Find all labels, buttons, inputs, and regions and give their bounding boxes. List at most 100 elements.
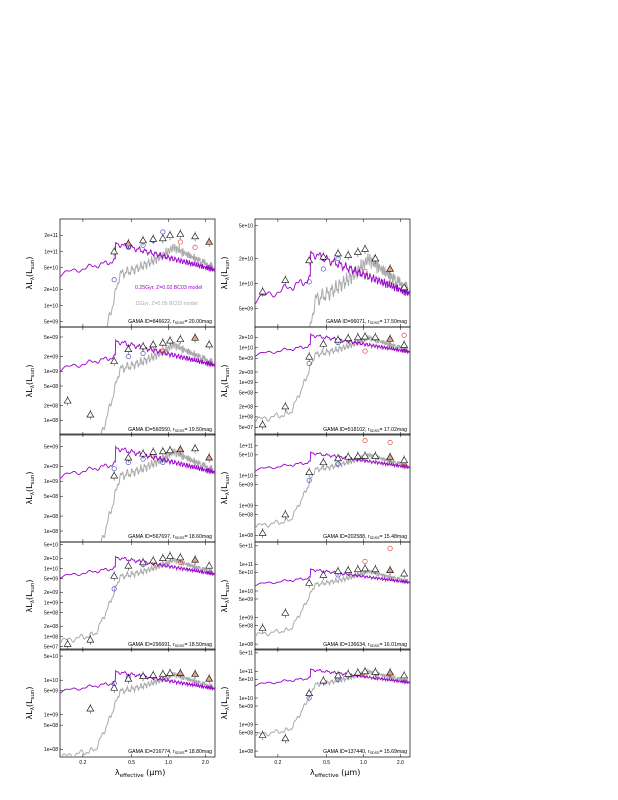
y-tick-label: 5e+10 <box>239 570 253 576</box>
model-photometry-triangle <box>158 554 167 561</box>
y-tick-label: 1e+09 <box>44 369 58 375</box>
y-tick-label: 1e+10 <box>239 696 253 702</box>
model-photometry-triangle <box>124 345 133 353</box>
y-tick-label: 5e+09 <box>44 320 58 326</box>
y-tick-label: 1e+09 <box>239 380 253 386</box>
legend-entry: 0.25Gyr, Z=0.02 BC03 model <box>135 285 202 291</box>
model-photometry-triangle <box>63 396 72 404</box>
model-photometry-triangle <box>305 256 314 264</box>
model-photometry-triangle <box>139 342 147 350</box>
model-photometry-triangle <box>110 357 119 364</box>
y-axis-label: λLλ(Lsun) <box>220 256 231 289</box>
y-tick-label: 5e+09 <box>239 597 253 603</box>
red-photometry-point <box>387 545 393 551</box>
blue-photometry-point <box>111 586 117 592</box>
model-photometry-triangle <box>124 453 133 461</box>
model-photometry-triangle <box>386 334 395 342</box>
y-tick-label: 5e+10 <box>44 542 58 548</box>
x-tick-label: 2.0 <box>202 760 209 766</box>
panel-frame <box>59 541 216 651</box>
y-axis-label: λLλ(Lsun) <box>220 471 231 504</box>
panel-frame <box>254 541 411 651</box>
old-model-spectrum <box>60 557 215 645</box>
y-tick-label: 5e+07 <box>239 425 253 431</box>
panel-frame <box>254 648 411 758</box>
young-model-spectrum <box>255 450 410 472</box>
sed-panel-right-2: 2e+10 1e+10 5e+09 2e+09 1e+09 5e+08 2e+08 1e+08… <box>220 326 411 436</box>
model-photometry-triangle <box>139 672 147 679</box>
red-photometry-point <box>160 348 166 354</box>
model-photometry-triangle <box>205 453 214 461</box>
sed-panel-left-1: 2e+11 1e+11 5e+10 2e+10 1e+10 5e+09 λLλ(Lsun) G… <box>25 218 216 328</box>
model-photometry-triangle <box>400 569 409 577</box>
model-photometry-triangle <box>371 668 380 675</box>
y-tick-label: 1e+10 <box>239 474 253 480</box>
y-tick-label: 5e+09 <box>44 688 58 694</box>
y-tick-label: 1e+08 <box>239 533 253 539</box>
y-tick-label: 5e+09 <box>44 335 58 341</box>
x-tick-label: 0.5 <box>128 760 135 766</box>
model-photometry-triangle <box>353 452 362 459</box>
model-photometry-triangle <box>191 555 200 563</box>
model-photometry-triangle <box>205 238 214 245</box>
y-tick-label: 5e+10 <box>239 453 253 459</box>
model-photometry-triangle <box>400 456 409 463</box>
blue-photometry-point <box>306 477 312 483</box>
old-model-spectrum <box>60 671 215 757</box>
young-model-spectrum <box>60 445 215 479</box>
sed-panel-right-3: 1e+11 5e+10 1e+10 5e+09 1e+09 5e+08 1e+08 λLλ(L… <box>220 433 411 543</box>
model-photometry-triangle <box>344 452 353 460</box>
y-tick-label: 5e+09 <box>239 482 253 488</box>
model-photometry-triangle <box>110 247 119 255</box>
sed-panel-right-5: 5e+11 1e+11 5e+10 1e+10 5e+09 1e+09 5e+08 1e+08… <box>220 648 411 766</box>
model-photometry-triangle <box>124 561 133 569</box>
model-photometry-triangle <box>258 624 267 631</box>
model-photometry-triangle <box>334 335 342 343</box>
gama-id-annotation: GAMA ID=96071, rSDSS= 17.50mag <box>326 319 407 325</box>
model-photometry-triangle <box>319 339 328 347</box>
model-photometry-triangle <box>361 332 369 340</box>
model-photometry-triangle <box>305 689 314 697</box>
model-photometry-triangle <box>305 352 314 360</box>
y-tick-label: 5e+08 <box>239 730 253 736</box>
model-photometry-triangle <box>258 420 267 428</box>
y-tick-label: 5e+08 <box>44 384 58 390</box>
y-tick-label: 1e+08 <box>239 642 253 648</box>
model-photometry-triangle <box>166 336 174 344</box>
y-axis-label: λLλ(Lsun) <box>220 686 231 719</box>
y-axis-label: λLλ(Lsun) <box>25 579 36 612</box>
model-photometry-triangle <box>319 252 328 260</box>
model-photometry-triangle <box>139 558 147 566</box>
model-photometry-triangle <box>386 566 395 574</box>
model-photometry-triangle <box>205 674 214 682</box>
sed-panel-left-5: 5e+10 1e+10 5e+09 1e+09 5e+08 1e+08 0.2 0.5 1.0 2… <box>25 648 216 766</box>
model-photometry-triangle <box>281 276 290 283</box>
young-model-spectrum <box>60 338 215 372</box>
model-photometry-triangle <box>361 245 369 252</box>
model-photometry-triangle <box>281 734 290 742</box>
model-photometry-triangle <box>334 454 342 462</box>
model-photometry-triangle <box>158 670 167 677</box>
y-tick-label: 5e+10 <box>239 677 253 683</box>
y-axis-label: λLλ(Lsun) <box>220 364 231 397</box>
blue-photometry-point <box>125 354 131 360</box>
y-tick-label: 2e+11 <box>44 233 58 239</box>
model-photometry-triangle <box>176 669 185 676</box>
model-photometry-triangle <box>86 635 95 643</box>
model-photometry-triangle <box>158 234 167 242</box>
red-photometry-point <box>362 348 368 354</box>
model-photometry-triangle <box>258 731 267 738</box>
y-tick-label: 1e+08 <box>44 747 58 753</box>
y-tick-label: 2e+09 <box>239 370 253 376</box>
model-photometry-triangle <box>86 410 95 418</box>
model-photometry-triangle <box>191 232 200 240</box>
y-tick-label: 2e+08 <box>44 514 58 520</box>
y-tick-label: 2e+10 <box>44 556 58 562</box>
old-model-spectrum <box>255 335 410 424</box>
young-model-spectrum <box>255 567 410 587</box>
y-tick-label: 5e+08 <box>44 494 58 500</box>
sed-panel-right-4: 5e+11 1e+11 5e+10 1e+10 5e+09 1e+09 5e+08 1e+08… <box>220 541 411 651</box>
young-model-spectrum <box>60 669 215 694</box>
young-model-spectrum <box>255 667 410 687</box>
model-photometry-triangle <box>166 446 174 454</box>
